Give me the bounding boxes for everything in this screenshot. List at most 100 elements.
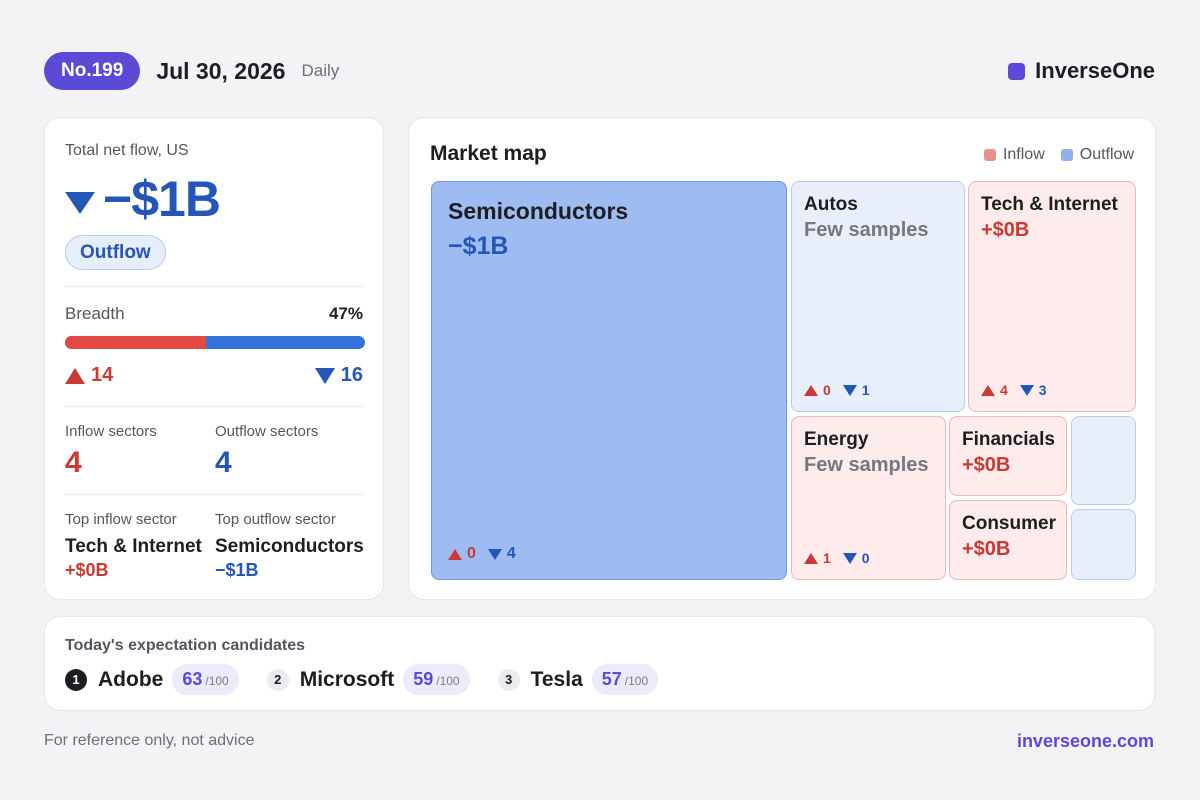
score-value: 59 [413, 669, 434, 689]
tile-small-outflow[interactable] [1071, 509, 1136, 580]
issue-badge: No.199 [44, 52, 141, 90]
rank-badge: 1 [65, 668, 87, 691]
down-triangle-icon [65, 192, 95, 214]
candidate-score: 63 /100 [172, 664, 239, 695]
candidate-name: Tesla [530, 667, 583, 691]
top-inflow-value: +$0B [65, 560, 109, 580]
tile-value: +$0B [981, 219, 1030, 241]
legend-outflow-label: Outflow [1079, 146, 1134, 163]
up-triangle-icon [65, 367, 85, 384]
tile-counts: 1 0 [804, 550, 870, 566]
report-date: Jul 30, 2026 [156, 57, 286, 84]
tile-value: −$1B [448, 232, 509, 260]
tile-tech-internet[interactable]: Tech & Internet +$0B 4 3 [968, 181, 1136, 412]
legend-outflow: Outflow [1060, 146, 1134, 164]
net-flow-value: −$1B [65, 170, 221, 228]
up-count: 1 [804, 550, 831, 566]
tile-name: Consumer [962, 513, 1056, 534]
report-frequency: Daily [301, 61, 340, 80]
candidate-item[interactable]: 2 Microsoft 59 /100 [266, 664, 470, 695]
tile-value: Few samples [804, 219, 929, 241]
market-map-card: Market map Inflow Outflow Semiconductors… [408, 117, 1156, 600]
tile-counts: 0 1 [804, 382, 870, 398]
brand-name: InverseOne [1035, 58, 1155, 83]
tile-name: Semiconductors [448, 198, 629, 224]
down-count: 4 [487, 545, 516, 563]
candidate-item[interactable]: 1 Adobe 63 /100 [65, 664, 239, 695]
tile-value: +$0B [962, 538, 1011, 560]
rank-badge: 3 [497, 668, 520, 691]
up-count-value: 1 [823, 550, 831, 566]
tile-name: Financials [962, 429, 1055, 450]
breadth-bar [65, 336, 365, 349]
tile-small-outflow[interactable] [1071, 416, 1136, 505]
top-inflow-name: Tech & Internet [65, 536, 202, 557]
candidates-card: Today's expectation candidates 1 Adobe 6… [44, 616, 1155, 711]
down-count-value: 4 [506, 545, 516, 562]
down-triangle-icon [842, 384, 857, 396]
up-count: 0 [448, 545, 476, 563]
top-outflow-value: −$1B [215, 560, 259, 580]
tile-value: Few samples [804, 454, 929, 476]
top-outflow-name: Semiconductors [215, 536, 364, 557]
site-link[interactable]: inverseone.com [1016, 731, 1154, 751]
divider [65, 494, 363, 495]
disclaimer: For reference only, not advice [44, 732, 255, 749]
up-count: 4 [981, 382, 1008, 398]
up-count-value: 4 [1000, 382, 1008, 398]
candidates-list: 1 Adobe 63 /100 2 Microsoft 59 /100 3 Te… [65, 664, 686, 695]
brand: InverseOne [1008, 58, 1155, 84]
advancers-value: 14 [91, 364, 114, 386]
tile-name: Tech & Internet [981, 194, 1118, 215]
candidates-title: Today's expectation candidates [65, 637, 306, 654]
tile-name: Autos [804, 194, 858, 215]
tile-financials[interactable]: Financials +$0B [949, 416, 1067, 496]
net-flow-amount: −$1B [103, 171, 221, 227]
score-max: /100 [205, 674, 229, 688]
top-outflow-label: Top outflow sector [215, 511, 336, 528]
down-count-value: 0 [861, 550, 870, 566]
up-triangle-icon [448, 548, 462, 560]
tile-counts: 0 4 [448, 545, 516, 563]
down-count: 0 [842, 550, 870, 566]
divider [65, 406, 363, 407]
divider [65, 286, 363, 287]
top-inflow-label: Top inflow sector [65, 511, 177, 528]
breadth-label: Breadth [65, 304, 125, 323]
decliners-count: 16 [314, 364, 363, 387]
score-value: 57 [601, 669, 622, 689]
up-count: 0 [804, 382, 831, 398]
decliners-value: 16 [340, 364, 363, 386]
tile-energy[interactable]: Energy Few samples 1 0 [791, 416, 946, 580]
market-map-title: Market map [430, 142, 547, 165]
up-count-value: 0 [823, 382, 831, 398]
candidate-score: 59 /100 [403, 664, 470, 695]
candidate-item[interactable]: 3 Tesla 57 /100 [497, 664, 659, 695]
outflow-sectors-value: 4 [215, 446, 232, 479]
inflow-sectors-value: 4 [65, 446, 82, 479]
legend-inflow-label: Inflow [1002, 146, 1045, 163]
advancers-count: 14 [65, 364, 113, 387]
down-count-value: 3 [1038, 382, 1047, 398]
tile-name: Energy [804, 429, 869, 450]
candidate-name: Adobe [98, 667, 164, 691]
inflow-swatch-icon [983, 149, 996, 161]
header: No.199 Jul 30, 2026 Daily InverseOne [44, 50, 1155, 92]
up-count-value: 0 [467, 545, 476, 562]
tile-consumer[interactable]: Consumer +$0B [949, 500, 1067, 580]
score-max: /100 [436, 674, 460, 688]
tile-autos[interactable]: Autos Few samples 0 1 [791, 181, 965, 412]
net-flow-label: Total net flow, US [65, 142, 189, 159]
down-triangle-icon [314, 367, 335, 384]
down-count: 3 [1019, 382, 1047, 398]
down-triangle-icon [842, 552, 857, 564]
candidate-name: Microsoft [299, 667, 395, 691]
brand-logo-icon [1008, 62, 1026, 80]
tile-semiconductors[interactable]: Semiconductors −$1B 0 4 [431, 181, 787, 580]
rank-badge: 2 [266, 668, 289, 691]
down-count: 1 [842, 382, 870, 398]
score-max: /100 [624, 674, 649, 688]
up-triangle-icon [804, 552, 818, 564]
down-triangle-icon [1019, 384, 1034, 396]
legend-inflow: Inflow [983, 146, 1045, 164]
